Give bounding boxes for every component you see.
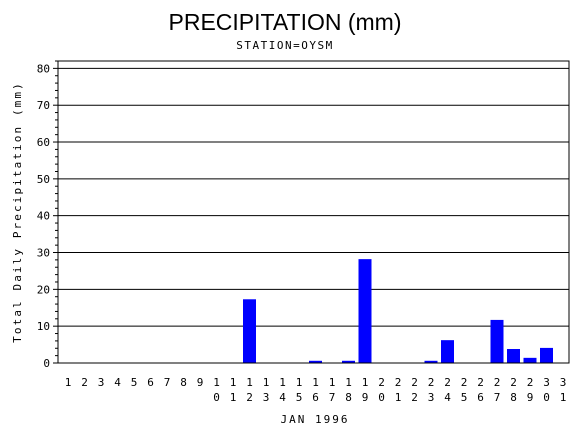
y-tick-label: 70 (37, 99, 50, 112)
y-axis-label: Total Daily Precipitation (mm) (11, 81, 24, 343)
bar-day-16 (309, 360, 322, 363)
x-tick-label: 2 (81, 376, 88, 389)
bar-day-24 (441, 340, 454, 363)
y-tick-label: 0 (43, 357, 50, 370)
plot-frame (57, 60, 570, 364)
bars (243, 259, 553, 363)
y-tick-label: 60 (37, 136, 50, 149)
x-tick-label: 3 (98, 376, 105, 389)
bar-day-23 (424, 360, 438, 363)
bar-day-27 (490, 319, 504, 363)
bar-day-19 (358, 259, 372, 363)
y-tick-label: 50 (37, 173, 50, 186)
x-tick-label: 8 (180, 376, 187, 389)
y-tick-label: 80 (37, 62, 50, 75)
y-tick-label: 10 (37, 320, 50, 333)
bar-day-28 (507, 349, 520, 363)
gridlines (58, 67, 569, 327)
x-axis-label: JAN 1996 (281, 413, 350, 426)
bar-day-18 (342, 360, 355, 363)
x-tick-label: 9 (197, 376, 204, 389)
x-axis-ticks: 1 2 3 4 5 6 7 8 9 1 01 11 21 31 41 51 61 71 81 92 02 12 22 32 42… (65, 376, 567, 404)
y-tick-label: 20 (37, 283, 50, 296)
bar-day-30 (540, 347, 553, 363)
y-axis-ticks: 0 10 20 30 40 50 60 70 80 (37, 60, 58, 370)
x-tick-label: 5 (131, 376, 138, 389)
bar-day-29 (523, 357, 537, 363)
x-tick-label: 1 (65, 376, 72, 389)
y-tick-label: 40 (37, 210, 50, 223)
chart-title: PRECIPITATION (mm) (169, 9, 402, 35)
chart-subtitle: STATION=OYSM (236, 39, 333, 52)
x-tick-label: 6 (147, 376, 154, 389)
x-tick-label: 7 (164, 376, 171, 389)
y-tick-label: 30 (37, 247, 50, 260)
x-tick-label: 4 (114, 376, 121, 389)
bar-day-12 (243, 299, 256, 363)
